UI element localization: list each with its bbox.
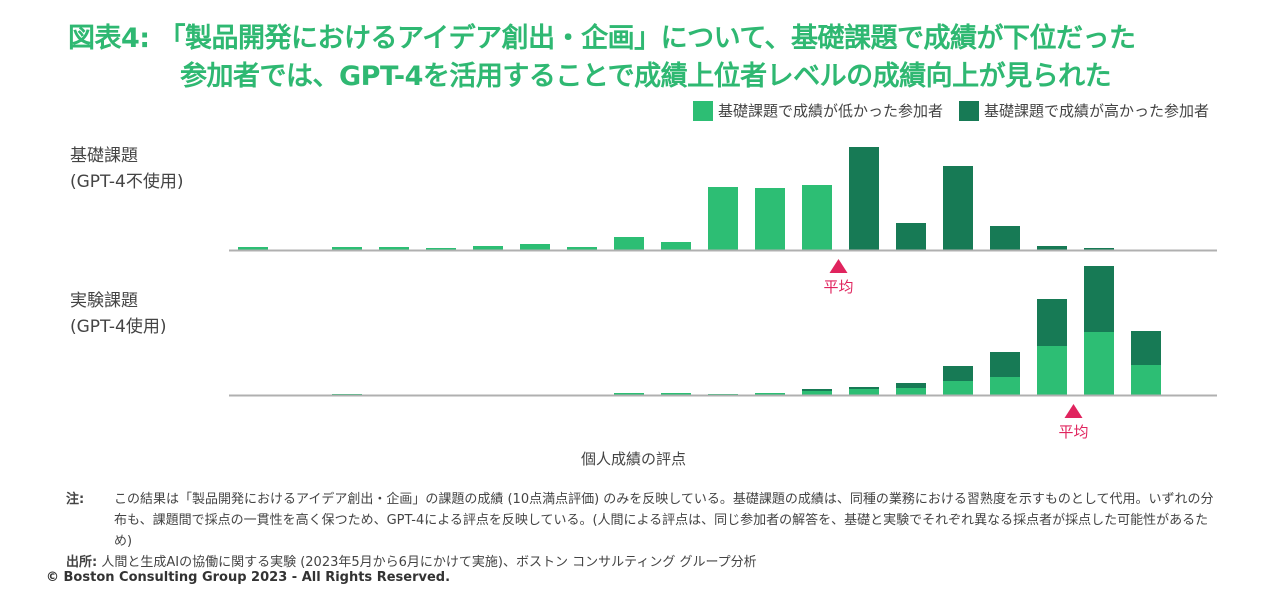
row-label-experiment-line1: 実験課題 bbox=[70, 291, 138, 311]
copyright: © Boston Consulting Group 2023 - All Rig… bbox=[46, 570, 451, 585]
bar-p2-s1-bin9 bbox=[614, 393, 644, 395]
bar-p2-s2-bin18 bbox=[1037, 299, 1067, 346]
bar-p1-s1-bin8 bbox=[567, 247, 597, 250]
bar-p1-s1-bin10 bbox=[661, 242, 691, 250]
bar-p2-s2-bin15 bbox=[896, 383, 926, 388]
bar-p1-s1-bin7 bbox=[520, 244, 550, 250]
bar-p2-s1-bin14 bbox=[849, 389, 879, 395]
row-label-experiment-line2: (GPT-4使用) bbox=[70, 317, 167, 337]
x-axis-label: 個人成績の評点 bbox=[580, 450, 686, 468]
bar-p2-s1-bin19 bbox=[1084, 332, 1114, 395]
legend: 基礎課題で成績が低かった参加者 基礎課題で成績が高かった参加者 bbox=[692, 100, 1209, 121]
bar-p1-s2-bin18 bbox=[1037, 246, 1067, 250]
row-label-basic-line1: 基礎課題 bbox=[70, 146, 138, 166]
bar-p2-s1-bin17 bbox=[990, 377, 1020, 395]
bar-p1-s1-bin4 bbox=[379, 247, 409, 250]
bar-p1-s2-bin14 bbox=[849, 147, 879, 250]
bar-p1-s1-bin1 bbox=[238, 247, 268, 250]
bar-p1-s2-bin15 bbox=[896, 223, 926, 250]
legend-label-high: 基礎課題で成績が高かった参加者 bbox=[983, 102, 1209, 120]
legend-item-low: 基礎課題で成績が低かった参加者 bbox=[692, 100, 943, 121]
bar-p2-s1-bin10 bbox=[661, 393, 691, 395]
footnote-label: 注: bbox=[66, 492, 85, 507]
footnote: 注: この結果は「製品開発におけるアイデア創出・企画」の課題の成績 (10点満点… bbox=[66, 489, 1226, 552]
bar-p2-s2-bin13 bbox=[802, 389, 832, 391]
average-label-p2: 平均 bbox=[1058, 423, 1088, 441]
bar-p1-s1-bin6 bbox=[473, 246, 503, 250]
bar-p2-s2-bin14 bbox=[849, 387, 879, 389]
bar-p2-s1-bin13 bbox=[802, 391, 832, 395]
bar-p1-s1-bin3 bbox=[332, 247, 362, 250]
row-label-basic: 基礎課題 (GPT-4不使用) bbox=[70, 143, 183, 195]
bar-p2-s1-bin15 bbox=[896, 388, 926, 395]
bar-p2-s1-bin16 bbox=[943, 381, 973, 395]
bar-p1-s1-bin5 bbox=[426, 248, 456, 250]
bar-p1-s1-bin12 bbox=[755, 188, 785, 250]
bar-p1-s2-bin16 bbox=[943, 166, 973, 250]
title-line-1: 図表4: 「製品開発におけるアイデア創出・企画」について、基礎課題で成績が下位だ… bbox=[68, 23, 1136, 54]
bar-p2-s2-bin20 bbox=[1131, 331, 1161, 365]
average-label-p1: 平均 bbox=[823, 278, 853, 296]
bar-p1-s2-bin19 bbox=[1084, 248, 1114, 250]
row-label-experiment: 実験課題 (GPT-4使用) bbox=[70, 288, 166, 340]
average-marker-p1 bbox=[829, 259, 848, 273]
bar-p1-s1-bin13 bbox=[802, 185, 832, 250]
bar-p1-s1-bin11 bbox=[708, 187, 738, 250]
legend-swatch-low bbox=[692, 100, 713, 121]
bar-p1-s1-bin9 bbox=[614, 237, 644, 250]
legend-label-low: 基礎課題で成績が低かった参加者 bbox=[717, 102, 943, 120]
source-line: 出所: 人間と生成AIの協働に関する実験 (2023年5月から6月にかけて実施)… bbox=[66, 551, 757, 570]
legend-item-high: 基礎課題で成績が高かった参加者 bbox=[958, 100, 1209, 121]
title-line-2: 参加者では、GPT-4を活用することで成績上位者レベルの成績向上が見られた bbox=[180, 61, 1112, 92]
chart-title: 図表4: 「製品開発におけるアイデア創出・企画」について、基礎課題で成績が下位だ… bbox=[68, 20, 1258, 96]
legend-swatch-high bbox=[958, 100, 979, 121]
bar-p2-s2-bin19 bbox=[1084, 266, 1114, 332]
average-marker-p2 bbox=[1064, 404, 1083, 418]
source-label: 出所: bbox=[66, 555, 98, 570]
bar-p1-s2-bin17 bbox=[990, 226, 1020, 250]
footnote-text: この結果は「製品開発におけるアイデア創出・企画」の課題の成績 (10点満点評価)… bbox=[114, 492, 1214, 549]
source-text: 人間と生成AIの協働に関する実験 (2023年5月から6月にかけて実施)、ボスト… bbox=[101, 555, 757, 570]
bar-p2-s2-bin16 bbox=[943, 366, 973, 381]
bar-p2-s1-bin12 bbox=[755, 393, 785, 395]
row-label-basic-line2: (GPT-4不使用) bbox=[70, 172, 184, 192]
bar-p2-s1-bin18 bbox=[1037, 346, 1067, 395]
bar-p2-s2-bin17 bbox=[990, 352, 1020, 377]
bar-p2-s1-bin20 bbox=[1131, 365, 1161, 395]
